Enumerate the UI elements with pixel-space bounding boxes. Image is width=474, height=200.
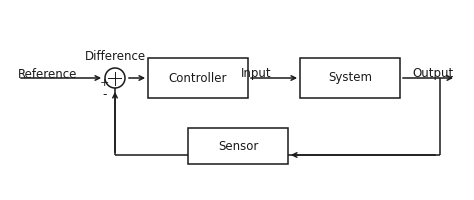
Circle shape xyxy=(105,68,125,88)
Text: Input: Input xyxy=(241,68,271,80)
Text: Controller: Controller xyxy=(169,72,227,84)
Bar xyxy=(148,58,248,98)
Bar xyxy=(300,58,400,98)
Text: Sensor: Sensor xyxy=(218,140,258,152)
Text: System: System xyxy=(328,72,372,84)
Text: +: + xyxy=(100,78,109,88)
Text: Difference: Difference xyxy=(84,49,146,62)
Text: Output: Output xyxy=(412,68,453,80)
Text: -: - xyxy=(102,88,107,102)
Text: Reference: Reference xyxy=(18,68,77,80)
Bar xyxy=(188,128,288,164)
